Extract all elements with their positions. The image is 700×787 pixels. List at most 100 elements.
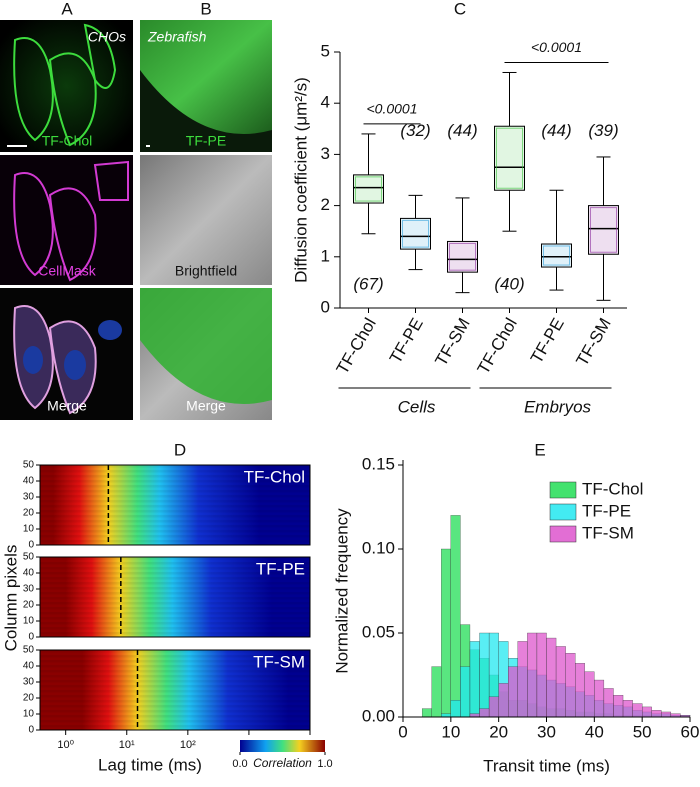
y-tick-label: 50 bbox=[23, 460, 35, 471]
colorbar bbox=[240, 740, 325, 752]
x-tick-label: 30 bbox=[537, 722, 556, 741]
image bbox=[0, 20, 133, 152]
heatmap-row bbox=[40, 557, 310, 560]
panel-name: TF-PE bbox=[256, 559, 305, 578]
heatmap-row bbox=[40, 490, 310, 493]
heatmap-row bbox=[40, 665, 310, 668]
box-outline bbox=[449, 242, 476, 271]
y-tick-label: 0.15 bbox=[362, 454, 395, 473]
heatmap-row bbox=[40, 530, 310, 533]
x-axis-label: Transit time (ms) bbox=[483, 756, 610, 775]
x-tick-label: 60 bbox=[681, 722, 700, 741]
histogram-bar bbox=[603, 688, 614, 718]
image-title: CHOs bbox=[88, 29, 126, 45]
histogram-bar bbox=[508, 666, 518, 718]
legend-label: TF-SM bbox=[582, 523, 634, 542]
y-tick-label: 0.10 bbox=[362, 538, 395, 557]
histogram-bar bbox=[479, 708, 490, 718]
histogram-bar bbox=[613, 695, 624, 718]
heatmap-row bbox=[40, 650, 310, 653]
heatmap-row bbox=[40, 617, 310, 620]
heatmap-row bbox=[40, 632, 310, 635]
image-label: TF-Chol bbox=[42, 133, 93, 149]
y-tick-label: 40 bbox=[23, 661, 35, 672]
heatmap-row bbox=[40, 607, 310, 610]
image-label: CellMask bbox=[38, 263, 97, 279]
heatmap-row bbox=[40, 475, 310, 478]
heatmap-row bbox=[40, 622, 310, 625]
colorbar-tick-label: 1.0 bbox=[317, 758, 332, 770]
count-label: (40) bbox=[494, 274, 524, 293]
histogram-bar bbox=[450, 700, 461, 718]
heatmap-row bbox=[40, 500, 310, 503]
heatmap-row bbox=[40, 540, 310, 543]
panel-name: TF-Chol bbox=[244, 467, 305, 486]
box bbox=[494, 125, 525, 191]
heatmap-row bbox=[40, 685, 310, 688]
image bbox=[140, 155, 272, 285]
x-tick-label: 0 bbox=[398, 722, 407, 741]
box-outline bbox=[496, 127, 523, 189]
y-tick-label: 10 bbox=[23, 709, 35, 720]
legend-swatch bbox=[549, 503, 577, 521]
image-label: Brightfield bbox=[175, 263, 237, 279]
histogram-bar bbox=[651, 710, 662, 718]
y-axis-label: Diffusion coefficient (μm²/s) bbox=[291, 77, 310, 283]
histogram-bar bbox=[584, 671, 595, 718]
colorbar-tick-label: 0.0 bbox=[232, 758, 247, 770]
heatmap-row bbox=[40, 592, 310, 595]
histogram-bar bbox=[555, 646, 566, 718]
count-label: (44) bbox=[541, 121, 571, 140]
box bbox=[353, 174, 384, 204]
x-tick-label: 20 bbox=[489, 722, 508, 741]
histogram-bar bbox=[479, 632, 490, 718]
heatmap-row bbox=[40, 577, 310, 580]
heatmap-row bbox=[40, 525, 310, 528]
histogram-bar bbox=[469, 713, 480, 718]
heatmap-row bbox=[40, 715, 310, 718]
y-tick-label: 5 bbox=[321, 41, 330, 60]
heatmap-row bbox=[40, 505, 310, 508]
y-tick-label: 0 bbox=[321, 297, 330, 316]
y-tick-label: 0.00 bbox=[362, 706, 395, 725]
embryo bbox=[140, 20, 272, 134]
group-label: Cells bbox=[398, 397, 436, 416]
histogram-bar bbox=[469, 641, 480, 718]
y-tick-label: 30 bbox=[23, 677, 35, 688]
box-outline bbox=[543, 245, 570, 266]
legend-swatch bbox=[549, 525, 577, 543]
heatmap-row bbox=[40, 597, 310, 600]
cell-outlines bbox=[13, 23, 117, 147]
heatmap-row bbox=[40, 695, 310, 698]
heatmap-row bbox=[40, 572, 310, 575]
image-label: Merge bbox=[47, 398, 87, 414]
x-tick-label: TF-PE bbox=[386, 315, 427, 367]
histogram-bar bbox=[546, 637, 557, 718]
group-label: Embryos bbox=[524, 397, 592, 416]
histogram-bar bbox=[536, 632, 547, 718]
y-tick-label: 0 bbox=[28, 725, 34, 736]
y-tick-label: 20 bbox=[23, 600, 35, 611]
histogram-bar bbox=[488, 696, 499, 718]
heatmap-row bbox=[40, 535, 310, 538]
heatmap-row bbox=[40, 480, 310, 483]
heatmap-row bbox=[40, 582, 310, 585]
y-tick-label: 30 bbox=[23, 584, 35, 595]
count-label: (32) bbox=[400, 121, 430, 140]
box-outline bbox=[355, 176, 382, 202]
y-tick-label: 0 bbox=[28, 632, 34, 643]
y-tick-label: 0.05 bbox=[362, 622, 395, 641]
box-outline bbox=[590, 207, 617, 253]
histogram-bar bbox=[421, 708, 432, 718]
x-axis-label: Lag time (ms) bbox=[98, 755, 202, 774]
histogram-bar bbox=[441, 548, 451, 718]
heatmap-row bbox=[40, 495, 310, 498]
heatmap-row bbox=[40, 485, 310, 488]
heatmap-row bbox=[40, 660, 310, 663]
heatmap-row bbox=[40, 602, 310, 605]
heatmap bbox=[39, 649, 311, 731]
box bbox=[400, 217, 431, 250]
box bbox=[588, 205, 619, 255]
y-axis-label: Normalized frequency bbox=[332, 508, 351, 674]
